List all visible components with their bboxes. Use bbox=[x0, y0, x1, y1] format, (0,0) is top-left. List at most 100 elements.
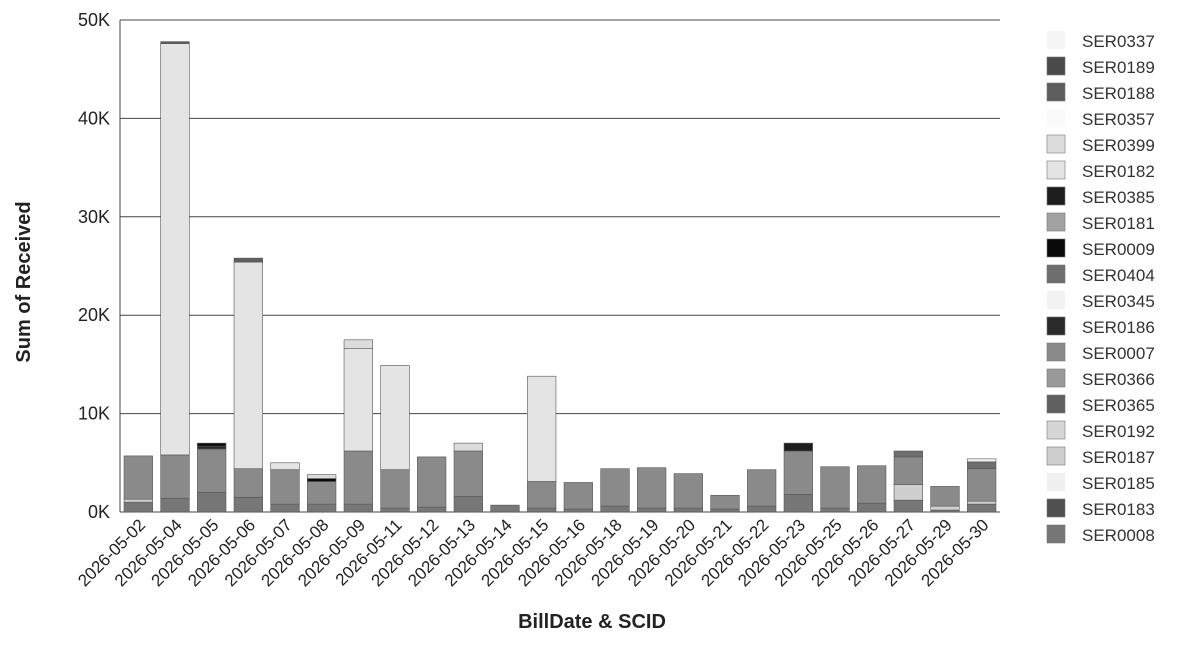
legend-label-ser0186: SER0186 bbox=[1082, 318, 1155, 337]
bar-segment-ser0008 bbox=[600, 505, 630, 513]
bar-segment-ser0399 bbox=[307, 474, 337, 479]
bar-segment-ser0007 bbox=[710, 494, 740, 510]
bar-segment-ser0385 bbox=[783, 442, 813, 452]
bar-segment-ser0007 bbox=[930, 486, 960, 507]
legend-label-ser0008: SER0008 bbox=[1082, 526, 1155, 545]
bar-segment-ser0007 bbox=[160, 454, 190, 499]
y-tick-label: 0K bbox=[88, 502, 110, 522]
bar-segment-ser0404 bbox=[893, 450, 923, 458]
y-tick-label: 10K bbox=[78, 404, 110, 424]
bar-segment-ser0007 bbox=[747, 469, 777, 507]
bar-segment-ser0008 bbox=[527, 507, 557, 513]
bar-segment-ser0008 bbox=[343, 503, 373, 513]
legend-swatch-ser0192 bbox=[1046, 420, 1066, 440]
legend-label-ser0357: SER0357 bbox=[1082, 110, 1155, 129]
bar-segment-ser0007 bbox=[673, 473, 703, 509]
legend-label-ser0189: SER0189 bbox=[1082, 58, 1155, 77]
bar-segment-ser0008 bbox=[123, 501, 153, 513]
bar-segment-ser0182 bbox=[270, 462, 300, 470]
legend-swatch-ser0366 bbox=[1046, 368, 1066, 388]
bar-segment-ser0008 bbox=[490, 504, 520, 513]
legend-swatch-ser0365 bbox=[1046, 394, 1066, 414]
legend-label-ser0345: SER0345 bbox=[1082, 292, 1155, 311]
legend-label-ser0365: SER0365 bbox=[1082, 396, 1155, 415]
legend-label-ser0181: SER0181 bbox=[1082, 214, 1155, 233]
bar-segment-ser0187 bbox=[967, 500, 997, 505]
bar-segment-ser0007 bbox=[967, 468, 997, 502]
bar-segment-ser0007 bbox=[453, 450, 483, 497]
bar-segment-ser0182 bbox=[380, 365, 410, 470]
bar-segment-ser0008 bbox=[893, 499, 923, 513]
bar-segment-ser0007 bbox=[563, 482, 593, 510]
legend-swatch-ser0385 bbox=[1046, 186, 1066, 206]
bar-segment-ser0008 bbox=[673, 507, 703, 513]
bar-segment-ser0008 bbox=[197, 492, 227, 513]
legend-swatch-ser0189 bbox=[1046, 56, 1066, 76]
bar-segment-ser0182 bbox=[233, 261, 263, 470]
bar-segment-ser0009 bbox=[197, 442, 227, 447]
y-tick-label: 30K bbox=[78, 207, 110, 227]
legend-label-ser0366: SER0366 bbox=[1082, 370, 1155, 389]
bar-segment-ser0008 bbox=[160, 497, 190, 513]
bar-segment-ser0187 bbox=[123, 498, 153, 503]
bar-segment-ser0007 bbox=[893, 456, 923, 485]
bar-segment-ser0008 bbox=[453, 495, 483, 513]
bar-segment-ser0007 bbox=[417, 456, 447, 508]
bar-segment-ser0008 bbox=[380, 507, 410, 513]
legend-label-ser0192: SER0192 bbox=[1082, 422, 1155, 441]
bar-segment-ser0007 bbox=[233, 468, 263, 498]
legend-label-ser0187: SER0187 bbox=[1082, 448, 1155, 467]
legend-label-ser0007: SER0007 bbox=[1082, 344, 1155, 363]
bar-segment-ser0009 bbox=[307, 478, 337, 482]
y-tick-label: 20K bbox=[78, 305, 110, 325]
bar-segment-ser0007 bbox=[783, 450, 813, 495]
bar-segment-ser0182 bbox=[343, 348, 373, 452]
legend-label-ser0399: SER0399 bbox=[1082, 136, 1155, 155]
legend-label-ser0182: SER0182 bbox=[1082, 162, 1155, 181]
legend-swatch-ser0399 bbox=[1046, 134, 1066, 154]
bar-segment-ser0007 bbox=[527, 481, 557, 509]
bars bbox=[123, 41, 997, 513]
legend-swatch-ser0183 bbox=[1046, 498, 1066, 518]
legend-label-ser0188: SER0188 bbox=[1082, 84, 1155, 103]
legend-label-ser0183: SER0183 bbox=[1082, 500, 1155, 519]
legend-swatch-ser0185 bbox=[1047, 473, 1065, 491]
bar-segment-ser0007 bbox=[857, 465, 887, 504]
legend-swatch-ser0009 bbox=[1046, 238, 1066, 258]
bar-segment-ser0007 bbox=[600, 468, 630, 507]
bar-segment-ser0007 bbox=[380, 469, 410, 509]
legend-swatch-ser0008 bbox=[1046, 524, 1066, 544]
legend-swatch-ser0181 bbox=[1046, 212, 1066, 232]
legend-swatch-ser0187 bbox=[1046, 446, 1066, 466]
legend-swatch-ser0186 bbox=[1046, 316, 1066, 336]
bar-segment-ser0186 bbox=[197, 445, 227, 450]
legend-label-ser0009: SER0009 bbox=[1082, 240, 1155, 259]
gridlines bbox=[119, 19, 1000, 513]
bar-segment-ser0007 bbox=[343, 450, 373, 505]
bar-segment-ser0182 bbox=[160, 43, 190, 456]
bar-segment-ser0008 bbox=[783, 493, 813, 513]
legend: SER0337 SER0189 SER0188 SER0357 SER0399 SER01… bbox=[1046, 31, 1155, 545]
bar-segment-ser0008 bbox=[417, 506, 447, 513]
bar-segment-ser0008 bbox=[820, 507, 850, 513]
bar-segment-ser0187 bbox=[893, 484, 923, 501]
bar-segment-ser0337 bbox=[967, 458, 997, 463]
bar-segment-ser0007 bbox=[123, 455, 153, 500]
legend-swatch-ser0404 bbox=[1046, 264, 1066, 284]
legend-label-ser0185: SER0185 bbox=[1082, 474, 1155, 493]
bar-segment-ser0007 bbox=[820, 466, 850, 509]
bar-segment-ser0008 bbox=[563, 508, 593, 513]
legend-swatch-ser0007 bbox=[1046, 342, 1066, 362]
bar-segment-ser0007 bbox=[637, 467, 667, 509]
y-tick-label: 40K bbox=[78, 108, 110, 128]
x-axis-title: BillDate & SCID bbox=[518, 611, 666, 633]
legend-label-ser0337: SER0337 bbox=[1082, 32, 1155, 51]
bar-segment-ser0399 bbox=[343, 339, 373, 349]
legend-swatch-ser0337 bbox=[1047, 31, 1065, 49]
bar-segment-ser0182 bbox=[527, 375, 557, 482]
x-axis-ticks: 2026-05-022026-05-042026-05-052026-05-06… bbox=[74, 515, 992, 590]
bar-segment-ser0007 bbox=[270, 469, 300, 505]
bar-segment-ser0007 bbox=[307, 481, 337, 505]
bar-segment-ser0008 bbox=[307, 503, 337, 513]
bar-segment-ser0399 bbox=[453, 442, 483, 452]
